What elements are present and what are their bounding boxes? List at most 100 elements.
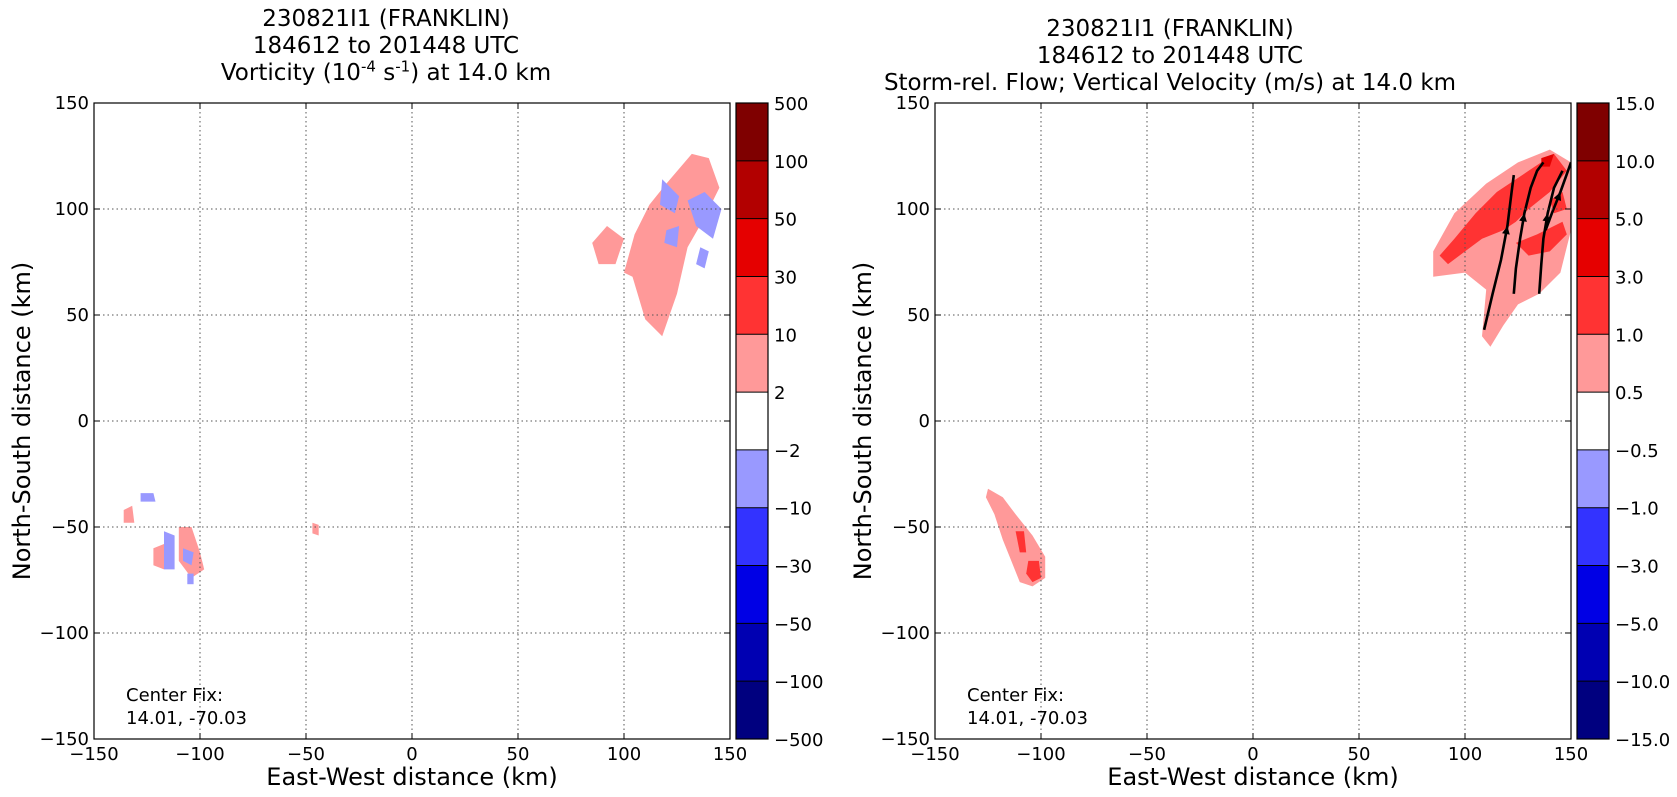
y-tick-label: −50 bbox=[892, 517, 930, 538]
center-fix-annotation: Center Fix: bbox=[126, 685, 223, 706]
left-title-line1: 230821I1 (FRANKLIN) bbox=[262, 6, 510, 32]
x-tick-label: 100 bbox=[607, 744, 641, 765]
colorbar-label: −100 bbox=[774, 672, 823, 693]
y-tick-label: 0 bbox=[78, 411, 89, 432]
field-patch bbox=[696, 247, 709, 269]
x-tick-label: 100 bbox=[1448, 744, 1482, 765]
right-title-line1: 230821I1 (FRANKLIN) bbox=[1046, 16, 1294, 42]
y-tick-label: 50 bbox=[66, 305, 89, 326]
colorbar-label: 0.5 bbox=[1615, 383, 1644, 404]
colorbar-label: −50 bbox=[774, 614, 812, 635]
colorbar-label: 30 bbox=[774, 267, 797, 288]
field-patch bbox=[1515, 221, 1567, 256]
right-title-line2: 184612 to 201448 UTC bbox=[1036, 43, 1304, 69]
colorbar-label: −3.0 bbox=[1615, 557, 1659, 578]
colorbar-segment bbox=[1577, 103, 1609, 161]
streamline bbox=[1544, 161, 1571, 231]
vorticity-panel: −150 −100 −50 0 50 100 150150100500−50−100−150… bbox=[8, 93, 823, 791]
colorbar-segment bbox=[736, 160, 768, 219]
colorbar-label: 2 bbox=[774, 383, 785, 404]
x-tick-label: 50 bbox=[507, 744, 530, 765]
colorbar-segment bbox=[1577, 507, 1609, 566]
colorbar-segment bbox=[736, 276, 768, 335]
field-patch bbox=[312, 522, 319, 536]
x-axis-label: East-West distance (km) bbox=[1107, 763, 1398, 791]
colorbar-label: 5.0 bbox=[1615, 210, 1644, 231]
colorbar-label: −500 bbox=[774, 730, 823, 751]
colorbar-segment bbox=[736, 623, 768, 682]
field-patch bbox=[687, 192, 722, 239]
colorbar-frame bbox=[1576, 102, 1610, 740]
colorbar-label: 10.0 bbox=[1615, 152, 1655, 173]
x-tick-label: 50 bbox=[1348, 744, 1371, 765]
x-tick-label: −150 bbox=[69, 744, 118, 765]
field-patch bbox=[660, 179, 680, 214]
streamline-arrow bbox=[1502, 225, 1510, 235]
colorbar-segment bbox=[736, 681, 768, 739]
right-title-line3: Storm-rel. Flow; Vertical Velocity (m/s)… bbox=[883, 70, 1457, 96]
x-tick-label: −100 bbox=[1016, 744, 1065, 765]
colorbar-label: −10 bbox=[774, 499, 812, 520]
y-tick-label: −100 bbox=[40, 623, 89, 644]
x-tick-label: −150 bbox=[910, 744, 959, 765]
left-title: 230821I1 (FRANKLIN) 184612 to 201448 UTC… bbox=[86, 6, 686, 87]
x-tick-label: −50 bbox=[1128, 744, 1166, 765]
field-patch bbox=[123, 505, 135, 523]
y-axis-label: North-South distance (km) bbox=[849, 262, 877, 581]
colorbar-segment bbox=[736, 218, 768, 277]
y-tick-label: 100 bbox=[896, 199, 930, 220]
y-tick-label: −150 bbox=[40, 729, 89, 750]
left-title-line3: Vorticity (10-4 s-1) at 14.0 km bbox=[220, 57, 552, 86]
colorbar-segment bbox=[1577, 392, 1609, 450]
colorbar-segment bbox=[1577, 334, 1609, 393]
colorbar-segment bbox=[736, 392, 768, 450]
y-tick-label: 100 bbox=[55, 199, 89, 220]
field-layer bbox=[123, 153, 722, 585]
field-patch bbox=[164, 531, 175, 570]
colorbar-segment bbox=[1577, 449, 1609, 508]
x-tick-label: 0 bbox=[1247, 744, 1258, 765]
field-patch bbox=[183, 548, 194, 566]
field-patch bbox=[664, 226, 680, 248]
x-tick-label: −100 bbox=[175, 744, 224, 765]
colorbar-segment bbox=[1577, 681, 1609, 739]
colorbar-label: 100 bbox=[774, 152, 808, 173]
colorbar-label: 15.0 bbox=[1615, 94, 1655, 115]
colorbar-label: 500 bbox=[774, 94, 808, 115]
center-fix-annotation: 14.01, -70.03 bbox=[126, 708, 247, 729]
x-tick-label: 0 bbox=[406, 744, 417, 765]
field-patch bbox=[153, 544, 164, 570]
y-tick-label: 50 bbox=[907, 305, 930, 326]
x-axis-label: East-West distance (km) bbox=[266, 763, 557, 791]
left-title-line2: 184612 to 201448 UTC bbox=[252, 33, 520, 59]
center-fix-annotation: Center Fix: bbox=[967, 685, 1064, 706]
y-tick-label: 0 bbox=[919, 411, 930, 432]
colorbar-label: −5.0 bbox=[1615, 614, 1659, 635]
y-tick-label: −150 bbox=[881, 729, 930, 750]
field-patch bbox=[592, 226, 624, 265]
field-patch bbox=[1015, 531, 1027, 553]
streamline-arrow bbox=[1553, 192, 1562, 202]
colorbar-label: −15.0 bbox=[1615, 730, 1670, 751]
y-tick-label: 150 bbox=[55, 93, 89, 114]
y-tick-label: 150 bbox=[896, 93, 930, 114]
colorbar-segment bbox=[736, 103, 768, 161]
streamline bbox=[1512, 161, 1545, 294]
colorbar-segment bbox=[1577, 218, 1609, 277]
colorbar-segment bbox=[1577, 623, 1609, 682]
streamline-arrow bbox=[1519, 213, 1527, 222]
colorbar-segment bbox=[736, 507, 768, 566]
colorbar-label: −1.0 bbox=[1615, 499, 1659, 520]
colorbar-segment bbox=[1577, 565, 1609, 624]
colorbar-segment bbox=[1577, 160, 1609, 219]
colorbar-label: −10.0 bbox=[1615, 672, 1670, 693]
colorbar-label: 50 bbox=[774, 210, 797, 231]
x-tick-label: −50 bbox=[287, 744, 325, 765]
field-patch bbox=[1026, 560, 1041, 583]
plot-area bbox=[94, 103, 730, 739]
colorbar-segment bbox=[1577, 276, 1609, 335]
colorbar-label: 3.0 bbox=[1615, 267, 1644, 288]
y-tick-label: −50 bbox=[51, 517, 89, 538]
x-tick-label: 150 bbox=[1554, 744, 1588, 765]
